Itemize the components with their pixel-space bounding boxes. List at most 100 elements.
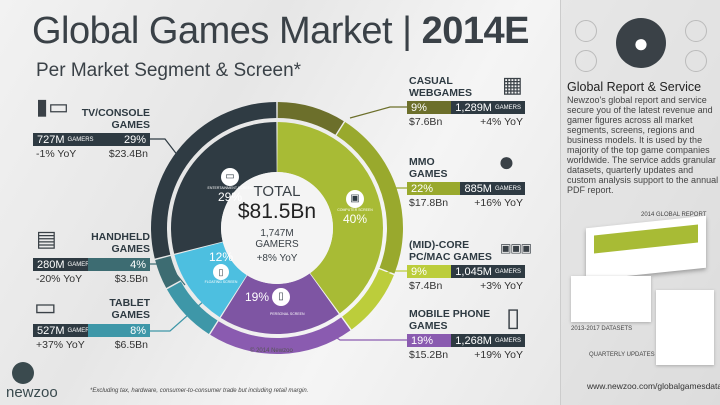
footnote: *Excluding tax, hardware, consumer-to-co… [90, 388, 309, 394]
casual-bar: 9% 1,289M GAMERS [407, 101, 525, 114]
side-heading: Global Report & Service [567, 80, 702, 94]
tv-console-bar: 727M GAMERS 29% [33, 133, 150, 146]
entertainment-screen-label: ▭ ENTERTAINMENT SCREEN 29% [200, 168, 260, 204]
segments-icon [685, 20, 707, 42]
tv-console-label-line1: TV/CONSOLE [81, 107, 150, 119]
mmo-gamers-unit: GAMERS [494, 185, 521, 192]
mmo-label-line1: MMO [409, 156, 435, 168]
tv-console-gamers-unit: GAMERS [67, 136, 94, 143]
outer-ring [151, 102, 404, 354]
website-link[interactable]: www.newzoo.com/globalgamesdata [587, 381, 720, 391]
casual-gamers-unit: GAMERS [494, 104, 521, 111]
mobile-revenue: $15.2Bn [409, 349, 449, 361]
casual-leader-line [349, 106, 407, 119]
mmo-label: MMO GAMES [409, 156, 448, 180]
side-body: Newzoo's global report and service secur… [567, 95, 719, 195]
midcore-revenue: $7.4Bn [409, 280, 443, 292]
mobile-stats: $15.2Bn +19% YoY [409, 349, 523, 361]
casual-label-line1: CASUAL [409, 75, 453, 87]
entertainment-screen-pct: 29% [217, 190, 243, 204]
casual-revenue: $7.6Bn [409, 116, 443, 128]
mobile-label-line1: MOBILE PHONE [409, 308, 491, 320]
floating-screen-label: 12% ▯ FLOATING SCREEN [200, 250, 242, 284]
casual-gamers-box: 1,289M GAMERS [451, 101, 525, 114]
mobile-label-line2: GAMES [409, 320, 448, 332]
midcore-bar: 9% 1,045M GAMERS [407, 265, 525, 278]
tv-console-label-line2: GAMES [111, 119, 150, 131]
handheld-gamers-unit: GAMERS [67, 261, 94, 268]
business-icon [685, 50, 707, 72]
casual-stats: $7.6Bn +4% YoY [409, 116, 523, 128]
phone-icon: ▯ [272, 288, 291, 306]
title-main: Global Games Market [32, 10, 393, 52]
tablet-gamers: 527M [37, 324, 65, 337]
slice-computer-screen [277, 122, 383, 314]
tv-console-icon: ▮▭ [36, 94, 69, 119]
handheld-gamers: 280M [37, 258, 65, 271]
total-revenue: $81.5Bn [237, 200, 317, 223]
computer-screen-label: ▣ COMPUTER SCREEN 40% [330, 190, 380, 226]
midcore-label-line1: (MID)-CORE [409, 239, 470, 251]
tv-console-revenue: $23.4Bn [108, 148, 148, 160]
slice-entertainment-screen [171, 122, 277, 254]
newzoo-logo-icon [12, 362, 34, 384]
mmo-yoy: +16% YoY [474, 197, 523, 209]
tablet-label: TABLET GAMES [60, 297, 150, 321]
donut-center-disc [221, 172, 333, 284]
total-summary: TOTAL $81.5Bn 1,747M GAMERS +8% YoY [222, 183, 332, 264]
slice-casual-webgames [277, 102, 344, 135]
slice-mobile-phone-games [210, 317, 351, 354]
handheld-label-line2: GAMES [111, 243, 150, 255]
handheld-icon: ▤ [36, 226, 57, 251]
quarterly-caption: QUARTERLY UPDATES [589, 352, 655, 358]
total-yoy: +8% YoY [256, 253, 298, 264]
regions-icon [575, 20, 597, 42]
mmo-label-line2: GAMES [409, 168, 448, 180]
browser-window-icon: ▦ [502, 72, 523, 97]
slice-mid-core-pc-mac-games [342, 269, 394, 330]
mmo-bar: 22% 885M GAMERS [407, 182, 525, 195]
copyright: © 2014 Newzoo [250, 348, 293, 354]
casual-gamers: 1,289M [455, 101, 492, 114]
midcore-label: (MID)-CORE PC/MAC GAMES [409, 239, 492, 263]
casual-yoy: +4% YoY [480, 116, 523, 128]
mmo-gamers-box: 885M GAMERS [460, 182, 525, 195]
total-gamers: 1,747M [260, 228, 294, 239]
globe-icon: ● [498, 146, 515, 177]
tablet-yoy: +37% YoY [36, 339, 85, 351]
slice-tv-console-games [151, 102, 277, 259]
tv-console-label: TV/CONSOLE GAMES [60, 107, 150, 131]
entertainment-screen-name: ENTERTAINMENT SCREEN [207, 186, 253, 190]
casual-pct: 9% [407, 101, 452, 114]
slice-handheld-games [155, 255, 181, 289]
midcore-gamers: 1,045M [455, 265, 492, 278]
handheld-revenue: $3.5Bn [114, 273, 148, 285]
globe-report-icon: ● [616, 18, 666, 68]
keyboard-wasd-icon: ▣▣▣ [500, 241, 532, 255]
mobile-pct: 19% [407, 334, 452, 347]
midcore-yoy: +3% YoY [480, 280, 523, 292]
casual-label-line2: WEBGAMES [409, 87, 472, 99]
datasets-caption: 2013-2017 DATASETS [571, 326, 633, 332]
page-subtitle: Per Market Segment & Screen* [36, 60, 302, 81]
computer-screen-pct: 40% [342, 212, 368, 226]
handheld-yoy: -20% YoY [36, 273, 83, 285]
tablet-stats: +37% YoY $6.5Bn [36, 339, 148, 351]
mobile-yoy: +19% YoY [474, 349, 523, 361]
tablet-gamers-unit: GAMERS [67, 327, 94, 334]
mobile-bar: 19% 1,268M GAMERS [407, 334, 525, 347]
floating-screen-pct: 12% [208, 250, 234, 264]
total-label: TOTAL [253, 183, 301, 200]
smartphone-icon: ▯ [506, 302, 521, 332]
tablet-label-line2: GAMES [111, 309, 150, 321]
slice-floating-screen [174, 242, 247, 318]
page-title: Global Games Market | 2014E [32, 10, 529, 53]
midcore-gamers-box: 1,045M GAMERS [451, 265, 525, 278]
floating-screen-name: FLOATING SCREEN [204, 280, 238, 284]
tablet-pct: 8% [88, 324, 150, 337]
total-gamers-label: GAMERS [255, 239, 299, 250]
report-image-banner [594, 224, 698, 254]
mmo-revenue: $17.8Bn [409, 197, 449, 209]
screens-icon [575, 50, 597, 72]
report-image [586, 215, 706, 281]
